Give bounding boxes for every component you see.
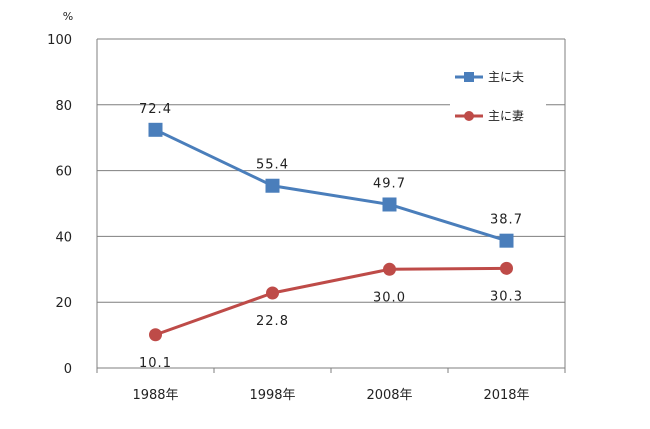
y-tick-label: 40 xyxy=(55,230,72,245)
data-label: 38.7 xyxy=(490,213,523,228)
data-label: 30.0 xyxy=(373,290,406,305)
data-point xyxy=(499,233,514,248)
y-tick-label: 60 xyxy=(55,165,72,180)
data-point xyxy=(148,122,163,137)
data-label: 55.4 xyxy=(256,158,289,173)
series-line-2 xyxy=(154,266,507,337)
y-tick-label: 0 xyxy=(64,362,72,377)
axes xyxy=(96,39,566,373)
data-point xyxy=(500,261,513,275)
data-label: 49.7 xyxy=(373,176,406,191)
x-tick-label: 1988年 xyxy=(132,388,178,403)
data-label: 72.4 xyxy=(139,102,172,117)
legend-label: 主に妻 xyxy=(488,109,524,123)
y-tick-label: 20 xyxy=(55,296,72,311)
data-point xyxy=(266,286,279,300)
y-tick-label: 100 xyxy=(47,33,72,48)
series-line-1 xyxy=(154,128,507,243)
y-tick-label: 80 xyxy=(55,99,72,114)
data-label: 22.8 xyxy=(256,314,289,329)
y-unit-label: % xyxy=(63,10,73,23)
x-tick-label: 2008年 xyxy=(366,388,412,403)
series-layer xyxy=(148,122,514,342)
data-label: 10.1 xyxy=(139,356,172,371)
legend-marker xyxy=(464,111,474,121)
legend-label: 主に夫 xyxy=(488,70,524,84)
x-tick-label: 1998年 xyxy=(249,388,295,403)
y-tick-labels: 0 20 40 60 80 100 xyxy=(47,33,72,377)
data-point xyxy=(383,262,396,276)
data-label: 30.3 xyxy=(490,289,523,304)
data-point xyxy=(265,178,280,193)
x-tick-label: 2018年 xyxy=(483,388,529,403)
data-point xyxy=(149,328,162,342)
legend-marker xyxy=(464,72,474,82)
data-labels: 72.4 55.4 49.7 38.7 10.1 22.8 30.0 30.3 xyxy=(139,102,523,371)
data-point xyxy=(382,197,397,212)
x-tick-labels: 1988年 1998年 2008年 2018年 xyxy=(132,388,529,403)
